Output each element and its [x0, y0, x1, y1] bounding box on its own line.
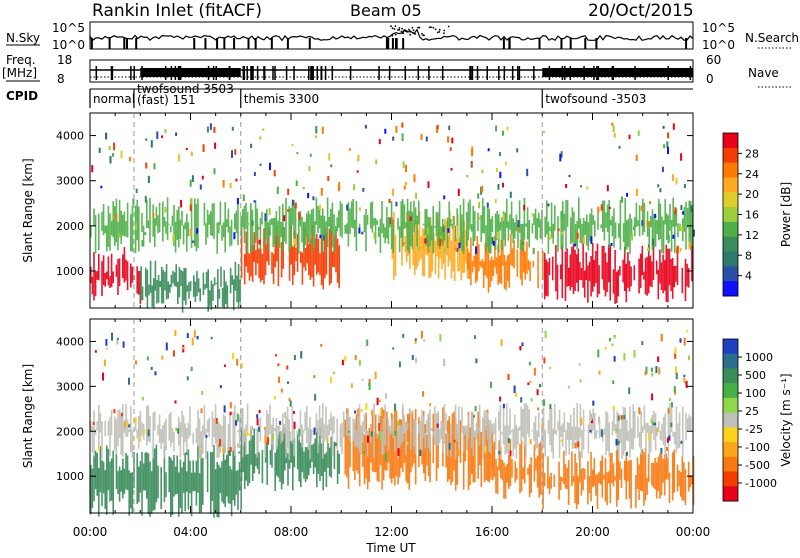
- colorbar-swatch: [723, 354, 738, 369]
- colorbar-swatch: [723, 237, 738, 252]
- nave-label: Nave: [748, 66, 779, 80]
- time-axis-title: Time UT: [365, 541, 416, 554]
- colorbar-tick-label: 8: [745, 249, 752, 262]
- x-tick-label: 08:00: [274, 525, 309, 539]
- power-panel: 1000 2000 3000 4000 Slant Range [km]: [21, 113, 695, 313]
- colorbar-swatch: [723, 398, 738, 413]
- nsky-label: N.Sky: [6, 31, 40, 45]
- date-label: 20/Oct/2015: [588, 1, 694, 21]
- colorbar-swatch: [723, 178, 738, 193]
- colorbar-swatch: [723, 133, 738, 148]
- colorbar-tick-label: 16: [745, 209, 759, 222]
- cpid-segment-label: twofsound -3503: [545, 92, 646, 106]
- colorbar-swatch: [723, 163, 738, 178]
- freq-tick-low: 8: [57, 72, 65, 86]
- colorbar-tick-label: 12: [745, 229, 759, 242]
- nsky-trace-line: [90, 30, 693, 41]
- plot-title: Rankin Inlet (fitACF): [92, 1, 262, 21]
- colorbar-tick-label: -100: [745, 441, 770, 454]
- y-tick-label: 4000: [56, 130, 84, 143]
- nsky-panel: N.Sky 10^5 10^0 10^5 10^0 N.Search: [6, 21, 799, 52]
- velocity-panel: 1000 2000 3000 4000 Slant Range [km]: [21, 319, 694, 518]
- colorbar-swatch: [723, 266, 738, 281]
- colorbar-swatch: [723, 486, 738, 501]
- cpid-segment-label: (fast) 151: [137, 93, 196, 107]
- nave-tick-high: 60: [706, 53, 721, 67]
- colorbar-swatch: [723, 472, 738, 487]
- colorbar-tick-label: 28: [745, 147, 759, 160]
- colorbar-swatch: [723, 413, 738, 428]
- colorbar-swatch: [723, 222, 738, 237]
- x-tick-label: 16:00: [475, 525, 510, 539]
- echo-band: [544, 243, 693, 304]
- nsky-tick-low: 10^0: [52, 38, 85, 52]
- y-tick-label: 3000: [56, 380, 84, 393]
- nsky-tick-high: 10^5: [52, 21, 85, 35]
- colorbar-tick-label: 20: [745, 188, 759, 201]
- x-tick-label: 04:00: [173, 525, 208, 539]
- power-colorbar: 28 24 20 16 12 8 4 Power [dB]: [723, 133, 793, 297]
- y-tick-label: 1000: [56, 265, 84, 278]
- cpid-label: CPID: [6, 89, 38, 103]
- colorbar-tick-label: 4: [745, 270, 752, 283]
- colorbar-swatch: [723, 369, 738, 384]
- beam-label: Beam 05: [350, 1, 422, 20]
- y-axis-label: Slant Range [km]: [21, 158, 35, 262]
- colorbar-swatch: [723, 192, 738, 207]
- freq-tick-high: 18: [57, 53, 72, 67]
- y-tick-label: 4000: [56, 335, 84, 348]
- nsearch-tick-low: 10^0: [702, 38, 735, 52]
- x-tick-label: 00:00: [73, 525, 108, 539]
- colorbar-tick-label: -1000: [745, 477, 777, 490]
- freq-unit: [MHz]: [2, 66, 37, 80]
- y-tick-label: 2000: [56, 220, 84, 233]
- time-axis: 00:00 04:00 08:00 12:00 16:00 20:00 00:00: [73, 525, 711, 539]
- x-tick-label: 12:00: [374, 525, 409, 539]
- freq-label: Freq.: [6, 53, 36, 67]
- nsearch-label: N.Search: [745, 31, 799, 45]
- colorbar-tick-label: 24: [745, 168, 759, 181]
- colorbar-swatch: [723, 207, 738, 222]
- y-tick-label: 1000: [56, 470, 84, 483]
- colorbar-swatch: [723, 252, 738, 267]
- x-tick-label: 20:00: [575, 525, 610, 539]
- x-tick-label: 00:00: [676, 525, 711, 539]
- colorbar-tick-label: 500: [745, 369, 766, 382]
- colorbar-swatch: [723, 383, 738, 398]
- colorbar-label: Power [dB]: [779, 182, 793, 247]
- colorbar-tick-label: 100: [745, 387, 766, 400]
- cpid-segment-label: themis 3300: [244, 92, 319, 106]
- colorbar-swatch: [723, 281, 738, 296]
- y-tick-label: 3000: [56, 175, 84, 188]
- colorbar-swatch: [723, 339, 738, 354]
- colorbar-swatch: [723, 148, 738, 163]
- nave-tick-low: 0: [706, 72, 714, 86]
- colorbar-tick-label: 25: [745, 405, 759, 418]
- cpid-segment-label: normal: [93, 92, 135, 106]
- colorbar-swatch: [723, 457, 738, 472]
- colorbar-tick-label: -500: [745, 459, 770, 472]
- colorbar-swatch: [723, 427, 738, 442]
- colorbar-tick-label: 1000: [745, 351, 773, 364]
- y-axis-label: Slant Range [km]: [21, 364, 35, 468]
- colorbar-swatch: [723, 442, 738, 457]
- colorbar-tick-label: -25: [745, 423, 763, 436]
- colorbar-label: Velocity [m s⁻¹]: [779, 373, 793, 466]
- y-tick-label: 2000: [56, 425, 84, 438]
- nsearch-tick-high: 10^5: [702, 21, 735, 35]
- freq-panel: Freq. [MHz] 18 8 60 0 Nave: [2, 53, 793, 87]
